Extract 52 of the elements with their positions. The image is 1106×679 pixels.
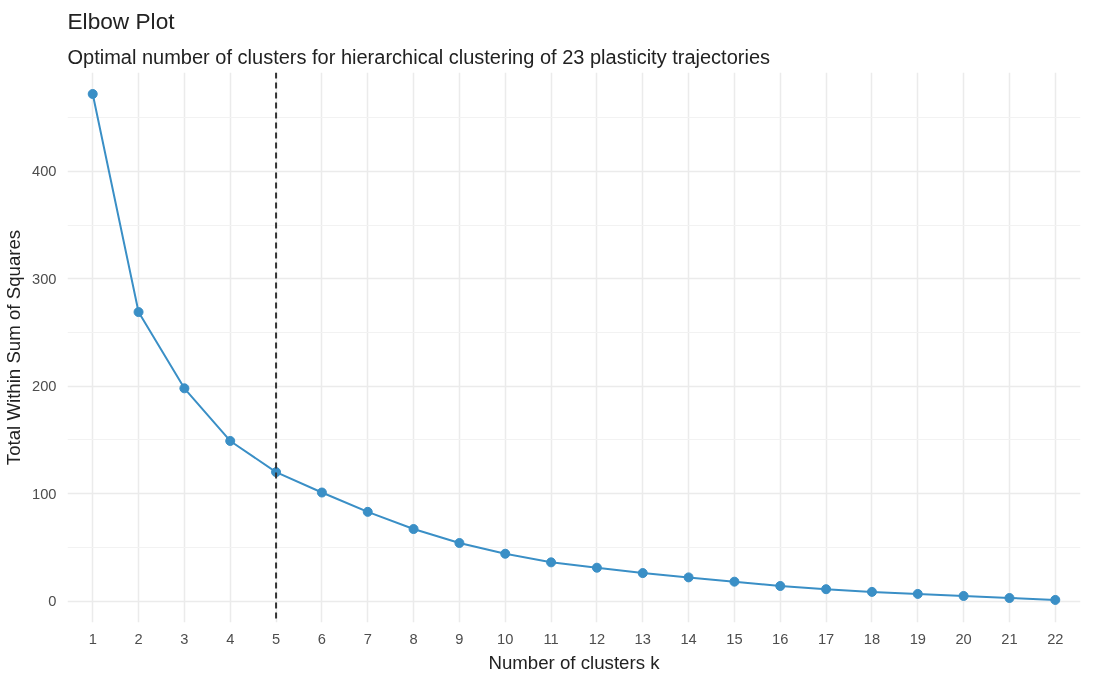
point (225, 435, 236, 446)
point (912, 588, 923, 599)
y-tick-label: 0 (48, 593, 57, 610)
x-tick-label: 16 (772, 630, 789, 647)
point (179, 383, 190, 394)
x-tick-label: 12 (588, 630, 606, 647)
point (408, 524, 419, 535)
x-tick-label: 22 (1047, 630, 1064, 647)
point (591, 562, 602, 573)
x-tick-label: 8 (409, 630, 418, 647)
x-tick-label: 10 (497, 630, 514, 647)
point (87, 88, 98, 99)
x-tick-label: 6 (317, 630, 326, 647)
point (500, 548, 511, 559)
x-tick-label: 11 (543, 630, 559, 647)
point (775, 580, 786, 591)
point (362, 506, 373, 517)
x-tick-label: 7 (363, 630, 372, 647)
point (821, 584, 832, 595)
x-tick-label: 20 (955, 630, 972, 647)
x-tick-label: 21 (1001, 630, 1018, 647)
y-tick-label: 400 (32, 163, 57, 180)
point (1004, 593, 1015, 603)
point (1050, 594, 1061, 605)
y-tick-label: 200 (32, 378, 57, 395)
point (729, 576, 740, 587)
chart-subtitle: Optimal number of clusters for hierarchical clustering of 23 plasticity trajectories (67, 45, 770, 68)
chart-title: Elbow Plot (67, 7, 176, 34)
y-tick-label: 300 (32, 270, 57, 287)
x-tick-label: 15 (726, 630, 743, 647)
x-tick-label: 1 (88, 630, 97, 647)
x-tick-label: 13 (634, 630, 651, 647)
point (958, 590, 969, 601)
y-axis-title: Total Within Sum of Squares (3, 229, 25, 466)
y-tick-label: 100 (32, 485, 57, 502)
x-tick-label: 14 (680, 630, 697, 647)
point (683, 572, 694, 583)
x-tick-label: 9 (455, 630, 464, 647)
x-tick-label: 3 (180, 630, 189, 647)
x-tick-label: 4 (226, 630, 235, 647)
point (454, 538, 465, 548)
x-tick-label: 19 (909, 630, 926, 647)
x-tick-label: 18 (863, 630, 881, 647)
x-axis-title: Number of clusters k (488, 651, 661, 673)
x-tick-label: 2 (134, 630, 143, 647)
x-tick-label: 5 (271, 630, 281, 647)
point (133, 307, 144, 318)
point (546, 557, 557, 568)
x-tick-label: 17 (817, 630, 835, 647)
point (316, 487, 327, 498)
point (866, 586, 877, 597)
point (637, 568, 648, 579)
